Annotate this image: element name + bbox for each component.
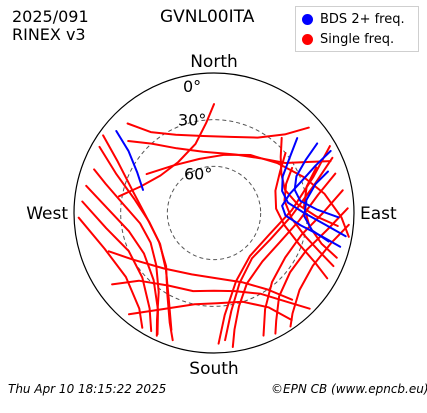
bds-track-2	[293, 142, 340, 219]
single-freq-track-14	[274, 152, 329, 280]
satellite-tracks	[77, 103, 350, 348]
legend-entry-bds: BDS 2+ freq.	[302, 11, 405, 27]
direction-label-south: South	[189, 359, 238, 379]
elevation-label-30: 30°	[178, 111, 206, 130]
observation-date: 2025/091	[12, 7, 89, 26]
single-freq-track-15	[303, 166, 338, 259]
elevation-ring-0	[73, 72, 355, 354]
skyplot-grid	[73, 72, 355, 354]
legend-label-single: Single freq.	[320, 31, 395, 47]
legend-label-bds: BDS 2+ freq.	[320, 11, 405, 27]
elevation-label-60: 60°	[184, 164, 212, 183]
single-freq-track-7	[224, 156, 334, 342]
single-freq-track-10	[274, 207, 349, 335]
single-freq-track-5	[77, 216, 144, 329]
single-freq-track-9	[262, 189, 344, 337]
elevation-label-0: 0°	[183, 77, 201, 96]
footer-credit: ©EPN CB (www.epncb.eu)	[271, 382, 427, 396]
legend-entry-single: Single freq.	[302, 31, 394, 47]
rinex-format: RINEX v3	[12, 25, 86, 44]
skyplot-labels: North South East West 0° 30° 60°	[26, 52, 397, 379]
single-freq-track-6	[231, 172, 337, 348]
direction-label-east: East	[360, 204, 397, 224]
single-freq-track-19	[128, 300, 293, 321]
bds-track-4	[281, 137, 347, 238]
single-freq-track-2	[102, 134, 174, 342]
legend-marker-bds	[302, 13, 313, 25]
bds-track-0	[115, 130, 144, 191]
single-freq-track-20	[107, 250, 294, 301]
single-freq-track-22	[126, 122, 310, 139]
footer-timestamp: Thu Apr 10 18:15:22 2025	[8, 382, 167, 396]
direction-label-west: West	[26, 204, 68, 224]
single-freq-track-18	[111, 279, 311, 310]
elevation-ring-30	[120, 119, 308, 307]
legend: BDS 2+ freq. Single freq.	[295, 6, 419, 52]
single-freq-track-21	[127, 140, 332, 164]
elevation-ring-60	[166, 165, 262, 261]
bds-track-3	[303, 170, 330, 243]
legend-marker-single	[302, 33, 313, 45]
single-freq-track-4	[81, 200, 153, 333]
direction-label-north: North	[190, 52, 238, 72]
single-freq-track-11	[289, 223, 350, 328]
single-freq-track-16	[279, 136, 339, 227]
station-name: GVNL00ITA	[160, 7, 255, 27]
